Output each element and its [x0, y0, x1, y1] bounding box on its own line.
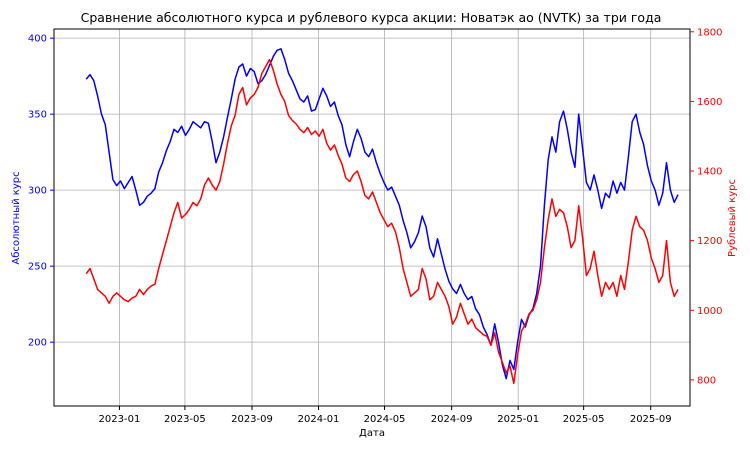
y-left-tick-label: 350: [28, 110, 47, 121]
chart-title: Сравнение абсолютного курса и рублевого …: [81, 10, 662, 25]
y-right-tick-label: 1800: [697, 27, 722, 38]
x-axis-label: Дата: [359, 428, 385, 439]
x-tick-label: 2025-01: [497, 414, 539, 425]
y-left-tick-label: 300: [28, 186, 47, 197]
y-right-tick-label: 1000: [697, 306, 722, 317]
y-right-tick-label: 1400: [697, 167, 722, 178]
x-tick-label: 2025-05: [563, 414, 605, 425]
y-left-tick-label: 400: [28, 34, 47, 45]
absolute-price-line: [85, 48, 679, 380]
y-left-tick-label: 250: [28, 262, 47, 273]
y-right-tick-label: 800: [697, 375, 716, 386]
y-axis-left: 200 250 300 350 400: [28, 34, 54, 349]
y-right-tick-label: 1600: [697, 97, 722, 108]
y-right-tick-label: 1200: [697, 236, 722, 247]
x-tick-label: 2025-09: [630, 414, 672, 425]
x-tick-label: 2023-01: [99, 414, 141, 425]
x-tick-label: 2024-01: [298, 414, 340, 425]
y-axis-left-label: Абсолютный курс: [11, 171, 22, 264]
plot-frame: [53, 28, 691, 407]
y-axis-right-label: Рублевый курс: [727, 179, 738, 257]
x-tick-label: 2023-05: [164, 414, 206, 425]
ruble-price-line: [85, 58, 679, 385]
x-tick-label: 2024-05: [364, 414, 406, 425]
x-axis: 2023-01 2023-05 2023-09 2024-01 2024-05 2024-…: [99, 406, 672, 425]
y-left-tick-label: 200: [28, 338, 47, 349]
series-lines: [85, 48, 679, 385]
x-tick-label: 2024-09: [431, 414, 473, 425]
x-tick-label: 2023-09: [231, 414, 273, 425]
y-axis-right: 800 1000 1200 1400 1600 1800: [690, 27, 722, 386]
